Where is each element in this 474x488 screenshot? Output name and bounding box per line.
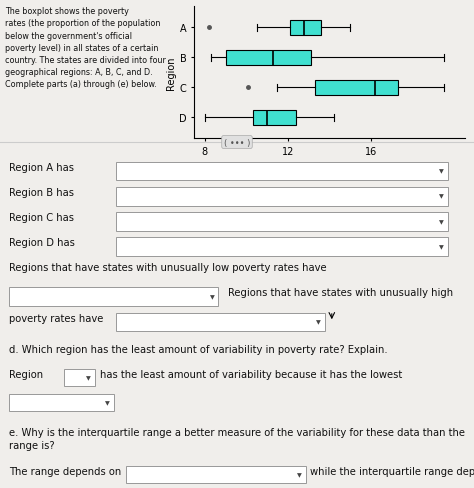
Text: d. Which region has the least amount of variability in poverty rate? Explain.: d. Which region has the least amount of … bbox=[9, 345, 388, 354]
Text: Region: Region bbox=[9, 369, 44, 380]
Text: ▼: ▼ bbox=[105, 401, 110, 406]
Text: Region D has: Region D has bbox=[9, 238, 75, 248]
Text: ▼: ▼ bbox=[297, 472, 302, 477]
Text: while the interquartile range depends on: while the interquartile range depends on bbox=[310, 466, 474, 476]
Text: ( ••• ): ( ••• ) bbox=[224, 138, 250, 147]
FancyBboxPatch shape bbox=[9, 288, 218, 306]
Text: ▼: ▼ bbox=[316, 320, 321, 325]
FancyBboxPatch shape bbox=[116, 187, 448, 206]
FancyBboxPatch shape bbox=[116, 313, 325, 332]
PathPatch shape bbox=[315, 81, 398, 96]
Text: e. Why is the interquartile range a better measure of the variability for these : e. Why is the interquartile range a bett… bbox=[9, 427, 465, 450]
Text: Regions that have states with unusually high: Regions that have states with unusually … bbox=[228, 288, 453, 298]
Text: ▼: ▼ bbox=[439, 169, 444, 174]
FancyBboxPatch shape bbox=[64, 369, 95, 386]
Text: ▼: ▼ bbox=[86, 375, 91, 381]
Text: ▼: ▼ bbox=[439, 220, 444, 224]
FancyBboxPatch shape bbox=[116, 213, 448, 231]
FancyBboxPatch shape bbox=[116, 238, 448, 256]
PathPatch shape bbox=[290, 21, 321, 36]
X-axis label: Poverty Rates: Poverty Rates bbox=[296, 162, 363, 172]
Text: Region A has: Region A has bbox=[9, 163, 74, 172]
FancyBboxPatch shape bbox=[9, 395, 114, 411]
Y-axis label: Region: Region bbox=[166, 57, 176, 90]
Text: poverty rates have: poverty rates have bbox=[9, 313, 104, 323]
FancyBboxPatch shape bbox=[126, 466, 306, 483]
Text: has the least amount of variability because it has the lowest: has the least amount of variability beca… bbox=[100, 369, 402, 380]
PathPatch shape bbox=[226, 51, 311, 66]
Text: ▼: ▼ bbox=[210, 295, 214, 300]
Text: Regions that have states with unusually low poverty rates have: Regions that have states with unusually … bbox=[9, 263, 327, 273]
PathPatch shape bbox=[253, 111, 296, 125]
Text: The boxplot shows the poverty
rates (the proportion of the population
below the : The boxplot shows the poverty rates (the… bbox=[5, 7, 165, 89]
Text: The range depends on: The range depends on bbox=[9, 466, 122, 476]
FancyBboxPatch shape bbox=[116, 163, 448, 181]
Text: ▼: ▼ bbox=[439, 194, 444, 199]
Text: ▼: ▼ bbox=[439, 244, 444, 249]
Text: Region B has: Region B has bbox=[9, 187, 74, 198]
Text: Region C has: Region C has bbox=[9, 213, 74, 223]
